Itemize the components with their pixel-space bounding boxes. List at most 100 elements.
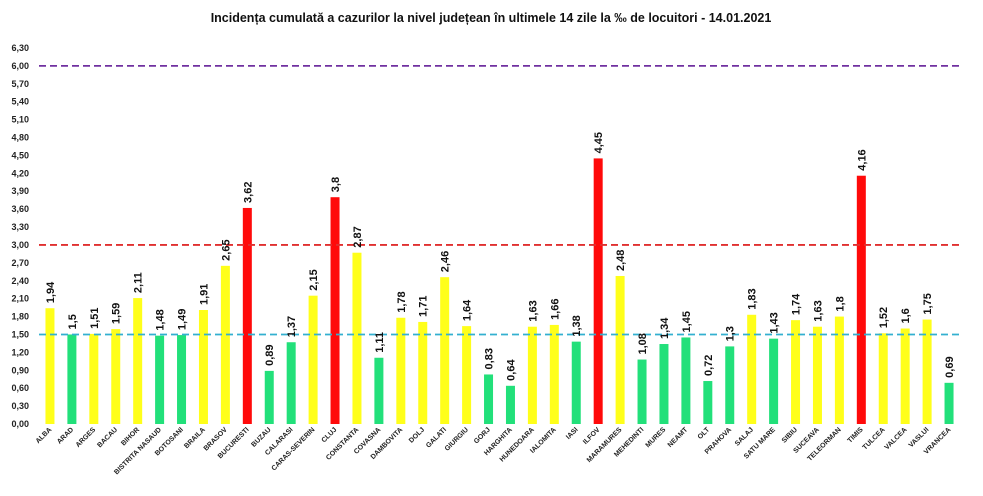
bar (703, 381, 713, 424)
bar (944, 382, 954, 424)
data-label: 1,43 (769, 312, 781, 333)
bar (549, 324, 559, 424)
x-tick-label: BIHOR (120, 426, 141, 447)
y-tick-label: 0,00 (11, 419, 29, 429)
data-label: 1,71 (418, 296, 430, 317)
bar (725, 346, 735, 424)
y-tick-label: 4,80 (11, 133, 29, 143)
y-tick-label: 5,70 (11, 79, 29, 89)
data-label: 1,34 (659, 317, 671, 339)
data-label: 1,49 (177, 309, 189, 330)
bar (155, 335, 165, 424)
bar (418, 321, 428, 424)
bar (67, 334, 77, 424)
data-label: 1,63 (812, 300, 824, 321)
bar (769, 338, 779, 424)
bar (396, 317, 406, 424)
bar (878, 333, 888, 424)
bar (89, 333, 99, 424)
x-tick-label: ALBA (35, 426, 54, 445)
data-label: 1,6 (900, 308, 912, 323)
bar (133, 298, 143, 424)
y-tick-label: 3,90 (11, 186, 29, 196)
data-label: 3,62 (242, 182, 254, 203)
data-label: 1,75 (922, 293, 934, 314)
data-label: 0,72 (703, 355, 715, 376)
data-label: 2,15 (308, 269, 320, 290)
bar (856, 175, 866, 424)
bar (571, 341, 581, 424)
y-tick-label: 5,40 (11, 97, 29, 107)
bar (484, 374, 494, 424)
bar (374, 357, 384, 424)
bar (637, 359, 647, 424)
bar (286, 342, 296, 424)
x-tick-label: SIBIU (781, 426, 799, 444)
y-tick-label: 3,60 (11, 204, 29, 214)
data-label: 1,83 (747, 288, 759, 309)
y-tick-label: 0,90 (11, 365, 29, 375)
y-tick-label: 1,80 (11, 312, 29, 322)
x-tick-label: ARGES (75, 426, 98, 449)
x-tick-label: OLT (697, 426, 712, 441)
y-tick-label: 6,30 (11, 43, 29, 53)
x-tick-label: GIURGIU (444, 426, 470, 452)
threshold-lines (39, 65, 960, 336)
data-labels: 1,94 1,5 1,51 1,59 2,11 1,48 1,49 1,91 2,65 3,62 0… (45, 132, 956, 381)
bar (834, 316, 844, 424)
data-label: 1,78 (396, 291, 408, 312)
y-tick-label: 2,70 (11, 258, 29, 268)
data-label: 2,65 (220, 239, 232, 260)
data-label: 1,63 (527, 300, 539, 321)
data-label: 1,91 (198, 284, 210, 305)
bar (900, 328, 910, 424)
x-tick-label: CARAS-SEVERIN (271, 426, 317, 472)
y-tick-label: 3,00 (11, 240, 29, 250)
bar (922, 319, 932, 424)
y-tick-label: 3,30 (11, 222, 29, 232)
y-tick-label: 0,30 (11, 401, 29, 411)
data-label: 1,38 (571, 315, 583, 336)
data-label: 1,48 (155, 309, 167, 330)
x-tick-label: SALAJ (734, 426, 755, 447)
x-tick-label: DOLJ (408, 426, 426, 444)
x-tick-label: NEAMT (667, 426, 690, 449)
x-tick-label: MURES (645, 426, 668, 449)
y-axis-ticks: 0,00 0,30 0,60 0,90 1,20 1,50 1,80 2,10 2,40 2,70… (11, 43, 29, 429)
bar (505, 385, 515, 424)
bar (198, 310, 208, 424)
data-label: 1,52 (878, 307, 890, 328)
bar (527, 326, 537, 424)
y-tick-label: 0,60 (11, 383, 29, 393)
bar (659, 344, 669, 424)
data-label: 4,45 (593, 132, 605, 153)
y-tick-label: 5,10 (11, 115, 29, 125)
chart-title: Incidența cumulată a cazurilor la nivel … (211, 11, 772, 25)
y-tick-label: 2,10 (11, 294, 29, 304)
data-label: 2,87 (352, 226, 364, 247)
data-label: 3,8 (330, 177, 342, 192)
data-label: 1,3 (725, 326, 737, 341)
bar (440, 277, 450, 424)
bar (308, 295, 318, 424)
bar (791, 320, 801, 424)
bar (242, 207, 252, 424)
x-tick-label: TULCEA (862, 426, 887, 451)
bar (45, 308, 55, 424)
data-label: 0,64 (505, 359, 517, 381)
x-tick-label: VALCEA (884, 426, 909, 451)
y-tick-label: 1,20 (11, 347, 29, 357)
x-tick-label: TIMIS (847, 426, 865, 444)
bar (812, 326, 822, 424)
bar (352, 252, 362, 424)
bar (593, 158, 603, 424)
data-label: 1,94 (45, 281, 57, 303)
bar (462, 326, 472, 424)
data-label: 1,51 (89, 307, 101, 328)
data-label: 1,74 (791, 293, 803, 315)
data-label: 1,5 (67, 314, 79, 329)
bar (111, 329, 121, 424)
